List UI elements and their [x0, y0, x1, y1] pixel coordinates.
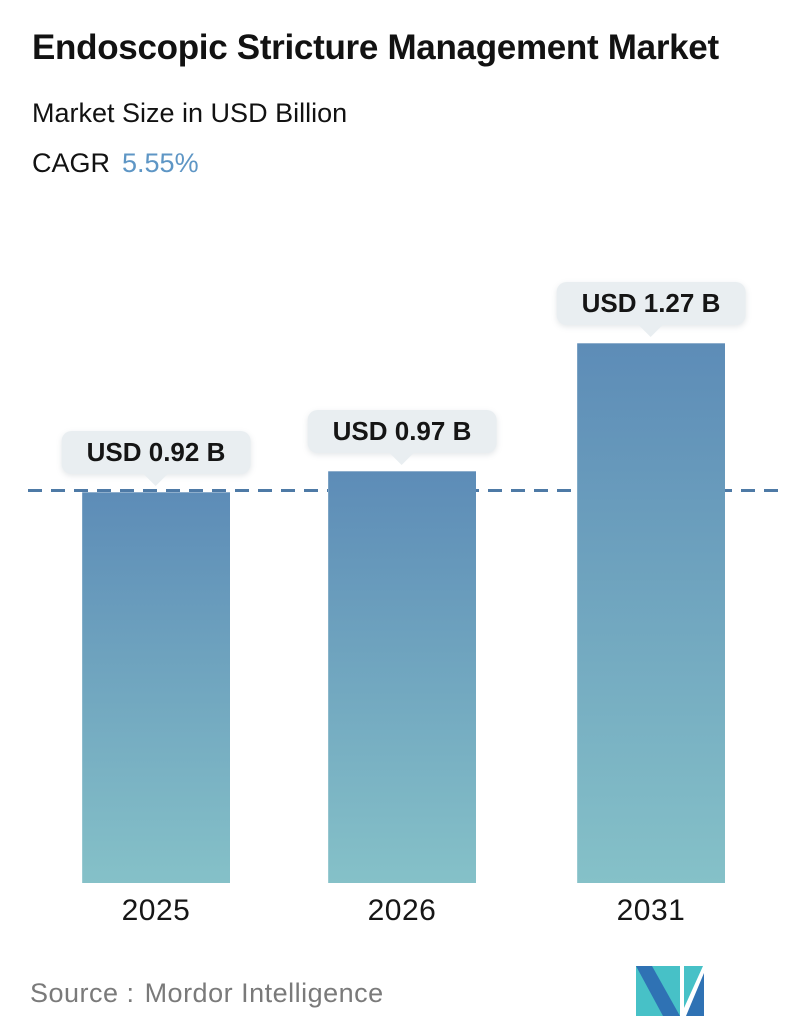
mordor-intelligence-logo [636, 966, 704, 1016]
bar-2025 [82, 492, 230, 883]
source-label: Source : [30, 978, 135, 1008]
bar-2031 [577, 343, 725, 883]
x-axis-label-2026: 2026 [367, 894, 437, 927]
source-name: Mordor Intelligence [144, 978, 384, 1008]
chart-subtitle: Market Size in USD Billion [32, 98, 348, 128]
x-axis-label-2031: 2031 [616, 894, 686, 927]
value-label: USD 0.97 B [332, 416, 472, 446]
cagr-value: 5.55% [122, 148, 199, 178]
callout-pointer-icon [637, 324, 664, 337]
cagr-row: CAGR 5.55% [32, 138, 752, 188]
value-label: USD 0.92 B [86, 437, 226, 467]
value-callout-2031: USD 1.27 B [556, 282, 746, 337]
cagr-label: CAGR [32, 148, 111, 178]
x-axis-label-2025: 2025 [121, 894, 191, 927]
callout-pointer-icon [142, 473, 169, 486]
value-callout-2026: USD 0.97 B [307, 410, 497, 465]
chart-header: Endoscopic Stricture Management Market M… [32, 22, 752, 188]
value-callout-2025: USD 0.92 B [61, 431, 251, 486]
value-label: USD 1.27 B [581, 288, 721, 318]
callout-pointer-icon [388, 452, 415, 465]
chart-title: Endoscopic Stricture Management Market [32, 28, 719, 67]
source-line: Source : Mordor Intelligence [30, 978, 384, 1009]
bar-2026 [328, 471, 476, 883]
